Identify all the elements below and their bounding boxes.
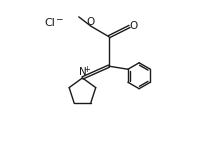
- Text: N: N: [79, 67, 86, 77]
- Text: +: +: [83, 65, 89, 74]
- Text: −: −: [55, 15, 63, 24]
- Text: Cl: Cl: [44, 18, 55, 28]
- Text: O: O: [130, 21, 138, 31]
- Text: O: O: [86, 17, 95, 27]
